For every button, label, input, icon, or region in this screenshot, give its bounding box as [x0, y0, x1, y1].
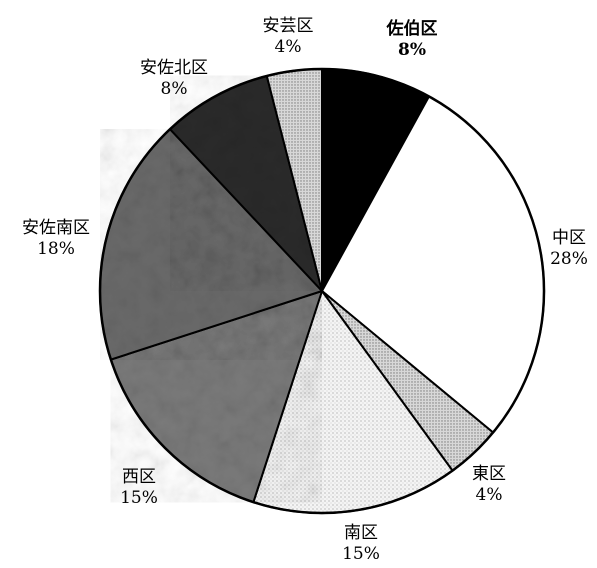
label-naka-pct: 28% — [550, 249, 588, 269]
pie-outline — [98, 67, 546, 515]
label-naka-name: 中区 — [552, 228, 586, 248]
label-asaminami-pct: 18% — [37, 239, 75, 259]
label-aki-name: 安芸区 — [262, 16, 314, 36]
label-nishi: 西区 15% — [104, 467, 174, 509]
label-asakita-pct: 8% — [160, 79, 188, 99]
label-asakita-name: 安佐北区 — [140, 58, 208, 78]
label-nishi-pct: 15% — [120, 488, 158, 508]
pie-slice-texture-4 — [110, 291, 323, 503]
label-asaminami-name: 安佐南区 — [22, 218, 90, 238]
label-asakita: 安佐北区 8% — [122, 58, 226, 100]
label-aki: 安芸区 4% — [248, 16, 328, 58]
label-higashi: 東区 4% — [460, 464, 518, 506]
pie-slice-texture-6 — [170, 75, 322, 291]
label-minami-name: 南区 — [344, 523, 378, 543]
label-saeki-name: 佐伯区 — [386, 19, 438, 39]
label-aki-pct: 4% — [274, 37, 302, 57]
label-nishi-name: 西区 — [122, 467, 156, 487]
label-asaminami: 安佐南区 18% — [6, 218, 106, 260]
label-saeki-pct: 8% — [398, 40, 426, 60]
label-minami: 南区 15% — [326, 523, 396, 565]
label-naka: 中区 28% — [540, 228, 597, 270]
label-saeki: 佐伯区 8% — [377, 19, 447, 61]
pie-slice-texture-5 — [100, 129, 322, 360]
label-higashi-name: 東区 — [472, 464, 506, 484]
label-higashi-pct: 4% — [475, 485, 503, 505]
label-minami-pct: 15% — [342, 544, 380, 564]
